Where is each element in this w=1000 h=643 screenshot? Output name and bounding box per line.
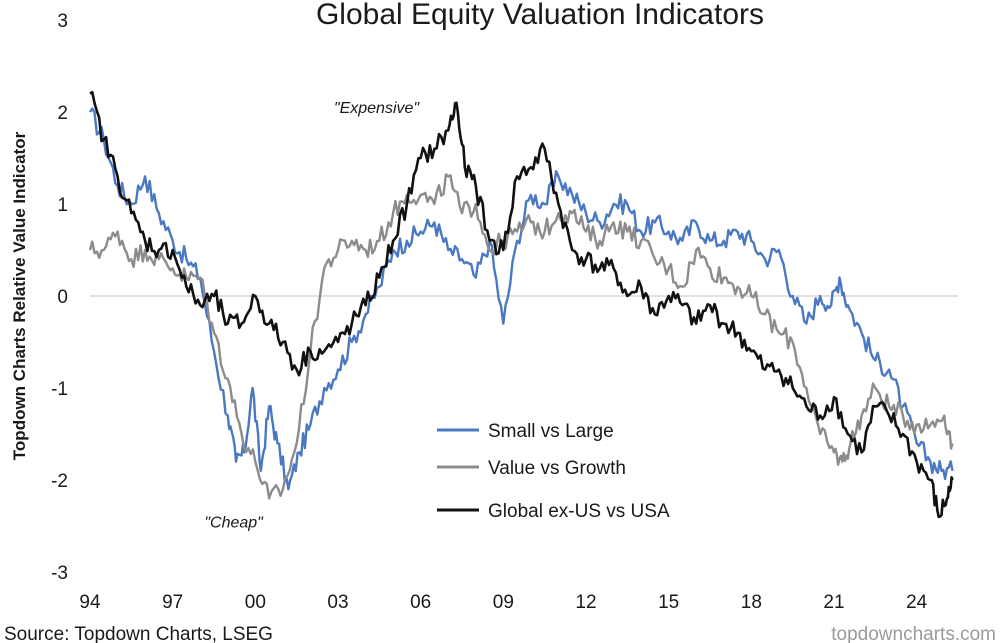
chart-title: Global Equity Valuation Indicators — [316, 0, 764, 31]
annotation-expensive: "Expensive" — [334, 100, 421, 117]
x-tick-labels: 94 97 00 03 06 09 12 15 18 21 24 — [79, 592, 927, 613]
series-line-value-vs-growth — [88, 173, 954, 500]
series-line-small-vs-large — [89, 107, 954, 491]
y-tick-labels: 3 2 1 0 -1 -2 -3 — [51, 11, 68, 584]
y-tick-label: 0 — [57, 287, 68, 308]
x-tick-label: 09 — [493, 592, 514, 613]
x-tick-label: 06 — [410, 592, 431, 613]
watermark: topdowncharts.com — [831, 624, 996, 643]
y-tick-label: -2 — [51, 471, 68, 492]
x-tick-label: 97 — [162, 592, 183, 613]
y-tick-label: 3 — [57, 11, 68, 32]
legend-label-small-vs-large: Small vs Large — [488, 421, 614, 442]
x-tick-label: 24 — [906, 592, 928, 613]
x-tick-label: 00 — [245, 592, 266, 613]
x-tick-label: 03 — [327, 592, 348, 613]
y-tick-label: 2 — [57, 103, 68, 124]
y-tick-label: -1 — [51, 379, 68, 400]
legend-label-value-vs-growth: Value vs Growth — [488, 458, 626, 479]
legend-label-global-ex-us-vs-usa: Global ex-US vs USA — [488, 501, 670, 522]
x-tick-label: 18 — [741, 592, 762, 613]
y-tick-label: 1 — [57, 195, 68, 216]
y-tick-label: -3 — [51, 563, 68, 584]
legend: Small vs Large Value vs Growth Global ex… — [437, 421, 670, 522]
annotation-cheap: "Cheap" — [204, 515, 264, 532]
series-line-global-ex-us-vs-usa — [89, 91, 954, 519]
x-tick-label: 21 — [823, 592, 844, 613]
x-tick-label: 15 — [658, 592, 679, 613]
y-axis-label: Topdown Charts Relative Value Indicator — [10, 131, 29, 460]
x-tick-label: 94 — [79, 592, 101, 613]
source-note: Source: Topdown Charts, LSEG — [4, 624, 273, 643]
series-lines — [88, 91, 954, 519]
x-tick-label: 12 — [575, 592, 596, 613]
